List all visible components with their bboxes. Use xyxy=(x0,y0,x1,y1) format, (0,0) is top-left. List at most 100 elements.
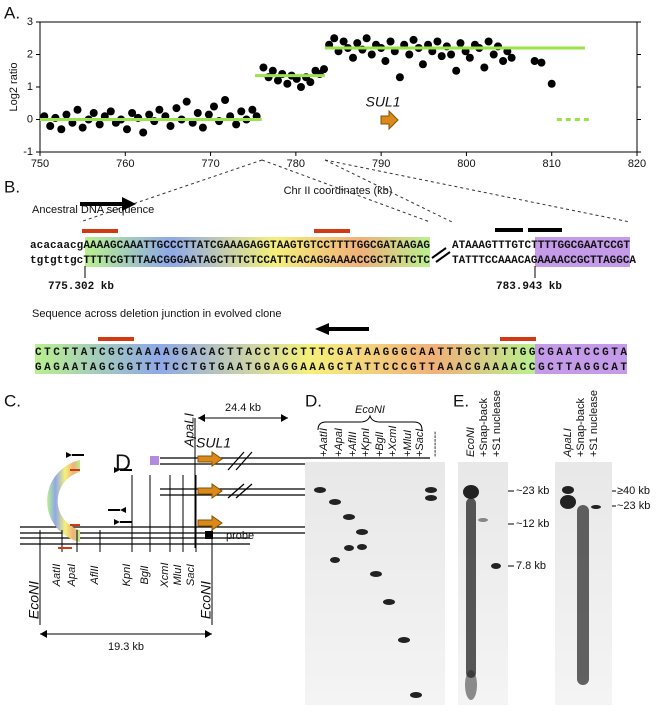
primer-bar xyxy=(528,228,562,232)
data-point xyxy=(362,34,371,43)
plot-frame xyxy=(39,21,638,153)
probe-mark xyxy=(205,531,213,539)
lane-label: +BglI xyxy=(374,432,386,457)
size-marker: 7.8 kb xyxy=(516,560,546,572)
data-point xyxy=(268,66,277,75)
x-tick-label: 760 xyxy=(116,158,134,170)
lane-label: +S1 nuclease xyxy=(588,390,600,457)
lane-label: +ApaI xyxy=(333,428,345,457)
data-point xyxy=(106,107,115,116)
data-point xyxy=(330,34,339,43)
panel-d: D. EcoNI +AatII +ApaI +AflII +KpnI +BglI +Xcm… xyxy=(305,391,445,705)
enzyme-label: ApaI xyxy=(66,564,78,588)
data-point xyxy=(530,57,539,65)
coordinate: 783.943 kb xyxy=(496,281,562,293)
repeat-bar xyxy=(82,229,118,233)
enzyme-label: EcoNI xyxy=(355,404,385,416)
sequence: ATAAAGTTTGTCTTTTGGCGAATCCGT xyxy=(452,240,630,252)
data-point xyxy=(57,125,66,134)
sequence: CTCTTATCGCCAAAAGGACACTTACCTCCTTTCGATAAGG… xyxy=(35,347,627,359)
unused xyxy=(312,333,357,338)
primer-arrows xyxy=(66,452,132,525)
brace xyxy=(317,414,423,431)
sequence: TATTTCCAAACAGAAAACCGCTTAGGCA xyxy=(452,255,636,267)
y-tick-label: 0 xyxy=(27,113,33,125)
enzyme-label: BglI xyxy=(139,566,151,585)
data-point xyxy=(232,120,241,129)
data-point xyxy=(386,37,395,46)
data-point xyxy=(78,123,87,132)
enzyme-label: EcoNI xyxy=(26,581,42,619)
zoom-lines xyxy=(79,159,631,223)
panel-label: E. xyxy=(453,391,469,410)
size-marker: ~23 kb xyxy=(617,500,650,512)
data-point xyxy=(248,105,257,114)
primer-bar xyxy=(495,228,523,232)
gene-label: SUL1 xyxy=(196,435,231,451)
x-tick-label: 800 xyxy=(457,158,475,170)
enzyme-label: SacI xyxy=(185,564,197,586)
gene-annotation: SUL1 xyxy=(365,94,400,110)
data-point xyxy=(273,76,282,85)
panel-label: C. xyxy=(4,391,21,410)
gel-bands xyxy=(463,485,601,700)
lane-label: EcoNI xyxy=(465,427,477,457)
data-point xyxy=(221,96,230,104)
data-point xyxy=(433,37,442,46)
data-point xyxy=(122,125,131,134)
primer-arrow xyxy=(80,197,136,211)
data-point xyxy=(484,37,493,46)
y-axis-label: Log2 ratio xyxy=(8,63,20,112)
data-point xyxy=(198,123,207,132)
sequence-highlight xyxy=(35,344,535,374)
data-point xyxy=(381,57,390,65)
enzyme-label: XcmI xyxy=(159,562,171,588)
panel-e: E. EcoNI +Snap-back +S1 nuclease ApaLI +Snap… xyxy=(453,390,650,705)
section-title: Sequence across deletion junction in evo… xyxy=(32,308,282,320)
site-label: ApaLI xyxy=(181,413,196,448)
lane-label: +S1 nuclease xyxy=(491,390,503,457)
lane-label: +KpnI xyxy=(360,428,372,457)
data-point xyxy=(182,97,191,106)
data-point xyxy=(447,50,456,59)
data-point xyxy=(353,39,362,48)
panel-b: B. Ancestral DNA sequence acacaacgAAAAGC… xyxy=(4,159,636,374)
data-point xyxy=(306,78,315,87)
hairpin-label: D xyxy=(115,450,131,475)
enzyme-label: EcoNI xyxy=(198,581,214,619)
repeat-bar xyxy=(314,229,350,233)
gel xyxy=(458,462,508,705)
junction-mark xyxy=(150,456,159,465)
gene-arrows xyxy=(197,451,223,531)
lane-label: +XcmI xyxy=(387,426,399,457)
data-point xyxy=(437,52,446,61)
data-point xyxy=(547,79,556,88)
panel-label: A. xyxy=(4,3,20,22)
data-point xyxy=(507,53,516,62)
enzyme-label: KpnI xyxy=(121,564,133,587)
data-point xyxy=(73,105,82,114)
lane-label: +AatII xyxy=(318,428,330,457)
data-point xyxy=(409,35,418,44)
lane-label: +AflII xyxy=(347,432,359,457)
foldback-arc xyxy=(47,460,80,542)
data-point xyxy=(405,50,414,59)
y-tick-label: 2 xyxy=(27,48,33,60)
size-marker: ~23 kb xyxy=(516,485,549,497)
data-point xyxy=(128,109,137,117)
gene-arrow xyxy=(380,109,399,131)
distance-label: 19.3 kb xyxy=(108,641,144,653)
coordinate: 775.302 kb xyxy=(48,281,114,293)
data-point xyxy=(418,60,427,69)
sequence-highlight xyxy=(535,237,630,267)
marker-ticks xyxy=(508,490,616,567)
probe-label: probe xyxy=(226,530,254,542)
data-point xyxy=(395,73,404,82)
repeat-bar xyxy=(98,337,134,341)
data-point xyxy=(367,50,376,59)
y-tick-label: 1 xyxy=(27,81,33,93)
repeat-bar xyxy=(500,337,536,341)
data-point xyxy=(480,63,489,72)
x-tick-label: 780 xyxy=(287,158,305,170)
